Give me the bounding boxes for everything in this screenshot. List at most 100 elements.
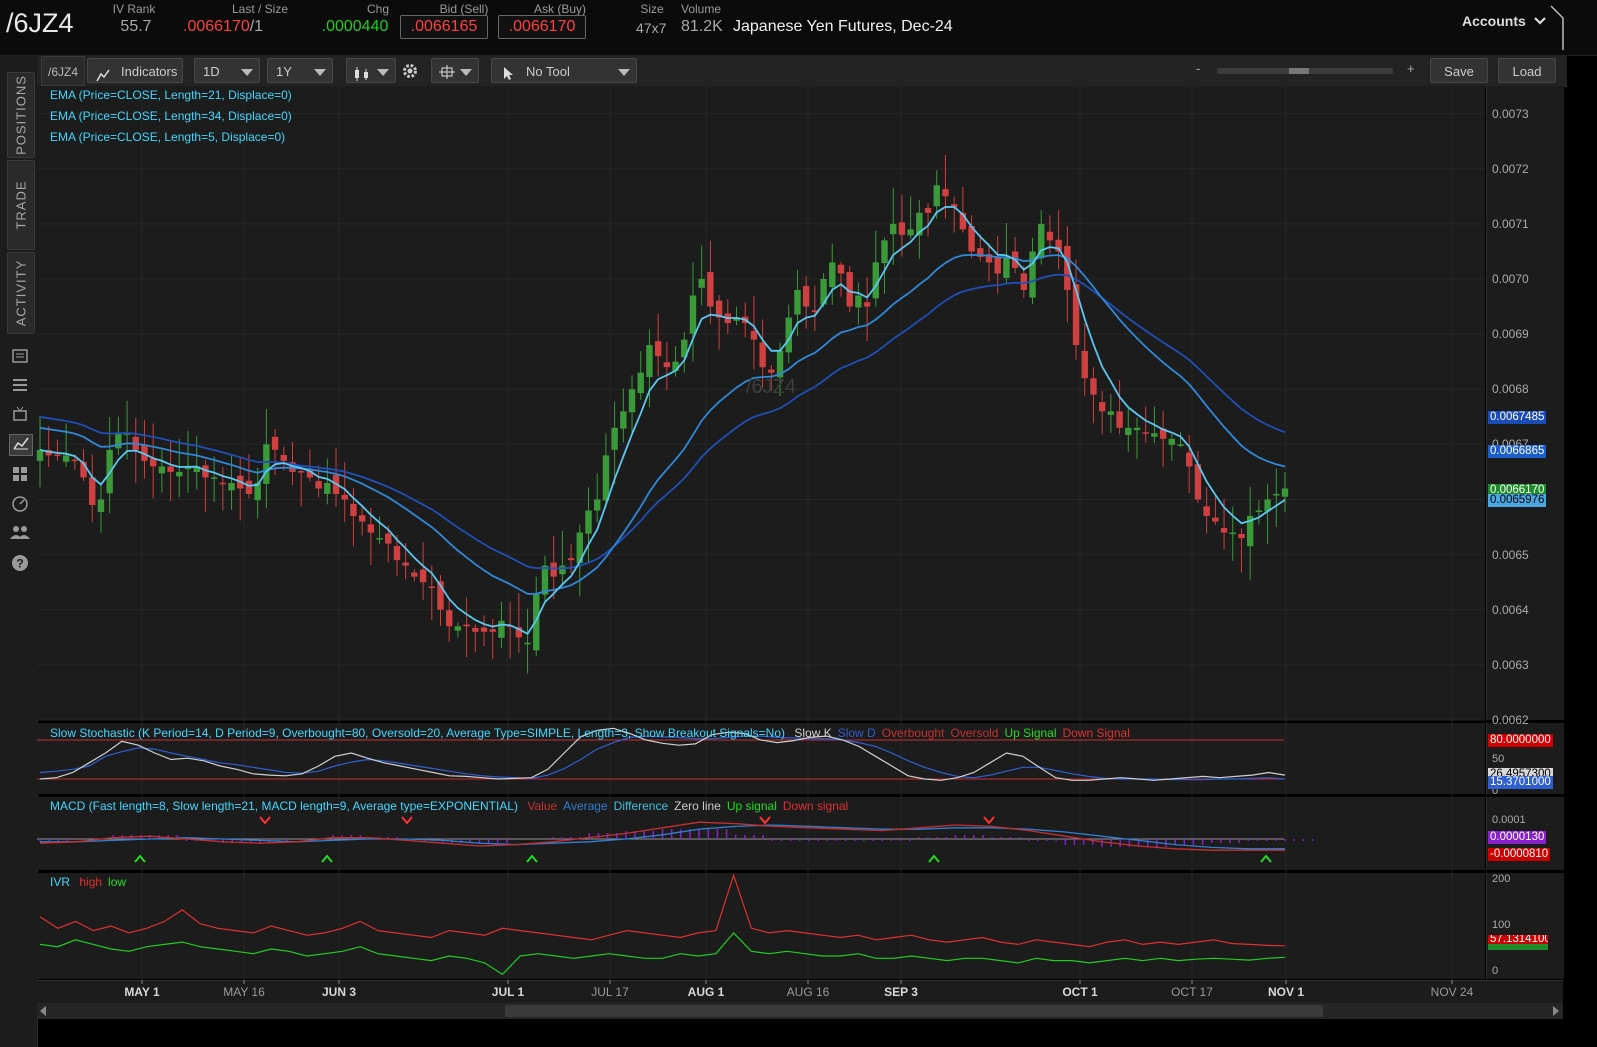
legend-item: Up Signal — [1004, 726, 1057, 740]
time-axis-label: SEP 3 — [884, 985, 918, 999]
tab-activity[interactable]: ACTIVITY — [7, 252, 35, 334]
left-sidebar: POSITIONS TRADE ACTIVITY ? — [0, 56, 38, 1047]
stochastic-label: 15.3701000 — [1488, 775, 1553, 789]
iv-rank-value: 55.7 — [120, 18, 152, 35]
horizontal-scrollbar[interactable] — [37, 1003, 1563, 1019]
tv-icon[interactable] — [9, 406, 31, 426]
chg-value: .0000440 — [321, 18, 389, 35]
ivr-tick-label: 100 — [1492, 919, 1511, 931]
gear-icon[interactable] — [401, 62, 419, 80]
scrollbar-thumb[interactable] — [505, 1005, 1323, 1017]
price-tick-label: 0.0069 — [1492, 327, 1529, 342]
candle-style-icon — [353, 64, 371, 89]
chevron-down-icon — [377, 69, 389, 76]
users-icon[interactable] — [9, 524, 31, 544]
symbol-tag[interactable]: /6JZ4 — [41, 56, 85, 86]
bid-label: Bid (Sell) — [439, 2, 489, 16]
drawing-set-select[interactable] — [431, 58, 479, 83]
grid-icon[interactable] — [9, 466, 31, 486]
last-label: Last / Size — [231, 2, 289, 16]
save-button[interactable]: Save — [1430, 58, 1488, 83]
price-label: 0.0066170 — [1488, 483, 1547, 497]
help-icon[interactable]: ? — [9, 554, 31, 574]
ivr-title-row[interactable]: IVR high low — [50, 875, 126, 889]
price-tick-label: 0.0062 — [1492, 713, 1529, 727]
load-button[interactable]: Load — [1498, 58, 1556, 83]
zoom-slider[interactable] — [1217, 68, 1393, 74]
iv-rank-label: IV Rank — [112, 2, 156, 16]
ivr-axis[interactable] — [1486, 873, 1564, 979]
ivr-pane[interactable] — [37, 873, 1485, 979]
ivr-title: IVR — [50, 875, 71, 889]
time-axis-label: AUG 1 — [687, 985, 725, 999]
aggregation-select[interactable]: 1D — [194, 58, 260, 83]
scroll-left-arrow[interactable] — [40, 1006, 46, 1016]
zoom-out-button[interactable]: - — [1196, 61, 1201, 76]
legend-item: Down Signal — [1062, 726, 1130, 740]
legend-item: Down signal — [782, 799, 849, 813]
bid-button[interactable]: .0066165 — [400, 15, 488, 39]
chart-style-select[interactable] — [346, 58, 396, 83]
news-icon[interactable] — [9, 348, 31, 368]
accounts-menu[interactable]: Accounts — [1462, 13, 1546, 29]
price-pane[interactable] — [37, 86, 1485, 720]
ivr-tick-label: 0 — [1492, 965, 1499, 978]
size-label: Size — [640, 2, 664, 16]
chevron-down-icon — [241, 69, 253, 76]
gauge-icon[interactable] — [9, 495, 31, 515]
volume-value: 81.2K — [681, 18, 723, 35]
pointer-icon — [503, 64, 515, 89]
time-axis-label: NOV 1 — [1267, 985, 1304, 999]
header-collapse-icon[interactable] — [1549, 4, 1565, 50]
study-label-ema21[interactable]: EMA (Price=CLOSE, Length=21, Displace=0) — [50, 88, 292, 102]
price-label: 0.0066865 — [1488, 445, 1547, 459]
chg-label: Chg — [366, 2, 389, 16]
legend-item: Up signal — [726, 799, 777, 813]
study-label-ema5[interactable]: EMA (Price=CLOSE, Length=5, Displace=0) — [50, 130, 286, 144]
symbol-title[interactable]: /6JZ4 — [6, 8, 74, 38]
time-axis[interactable] — [37, 980, 1563, 1003]
price-tick-label: 0.0064 — [1492, 602, 1529, 617]
legend-item: Oversold — [950, 726, 999, 740]
time-axis-label: MAY 1 — [124, 985, 160, 999]
stochastic-title-row[interactable]: Slow Stochastic (K Period=14, D Period=9… — [50, 726, 1130, 740]
chart-toolbar: /6JZ4 Indicators 1D 1Y No Tool - + Save … — [37, 56, 1567, 87]
time-axis-label: OCT 17 — [1171, 985, 1213, 999]
price-tick-label: 0.0072 — [1492, 161, 1529, 176]
tab-trade[interactable]: TRADE — [7, 160, 35, 250]
price-tick-label: 0.0063 — [1492, 657, 1529, 672]
tab-positions[interactable]: POSITIONS — [7, 72, 35, 158]
price-axis[interactable] — [1486, 86, 1564, 720]
indicators-button[interactable]: Indicators — [87, 58, 183, 83]
chart-watermark: /6JZ4 — [746, 376, 797, 398]
zoom-slider-handle[interactable] — [1289, 68, 1309, 74]
macd-title-row[interactable]: MACD (Fast length=8, Slow length=21, MAC… — [50, 799, 848, 813]
list-icon[interactable] — [9, 377, 31, 397]
zoom-in-button[interactable]: + — [1407, 61, 1415, 76]
legend-item: Average — [563, 799, 608, 813]
price-tick-label: 0.0065 — [1492, 547, 1529, 562]
chart-icon[interactable] — [9, 434, 33, 456]
time-axis-label: JUN 3 — [321, 985, 356, 999]
stochastic-legend: Slow K Slow D Overbought Oversold Up Signal D… — [788, 726, 1130, 740]
last-size-value: /1 — [249, 18, 264, 35]
drawing-tool-select[interactable]: No Tool — [491, 58, 637, 83]
last-price-value: .0066170 — [183, 18, 250, 35]
time-axis-label: AUG 16 — [786, 985, 830, 999]
legend-item: Slow K — [794, 726, 832, 740]
macd-tick-label: 0.0001 — [1492, 814, 1526, 826]
timeframe-select[interactable]: 1Y — [267, 58, 333, 83]
legend-item: high — [79, 875, 103, 889]
scroll-right-arrow[interactable] — [1553, 1006, 1559, 1016]
volume-label: Volume — [681, 2, 722, 16]
aggregation-value: 1D — [203, 64, 220, 79]
legend-item: Value — [527, 799, 558, 813]
indicators-icon — [96, 65, 110, 90]
study-label-ema34[interactable]: EMA (Price=CLOSE, Length=34, Displace=0) — [50, 109, 292, 123]
legend-item: Slow D — [837, 726, 876, 740]
price-tick-label: 0.0068 — [1492, 382, 1529, 397]
macd-title: MACD (Fast length=8, Slow length=21, MAC… — [50, 799, 519, 813]
ivr-label: 57.1314100 — [1488, 935, 1548, 944]
ask-button[interactable]: .0066170 — [498, 15, 586, 39]
svg-text:?: ? — [16, 557, 23, 571]
